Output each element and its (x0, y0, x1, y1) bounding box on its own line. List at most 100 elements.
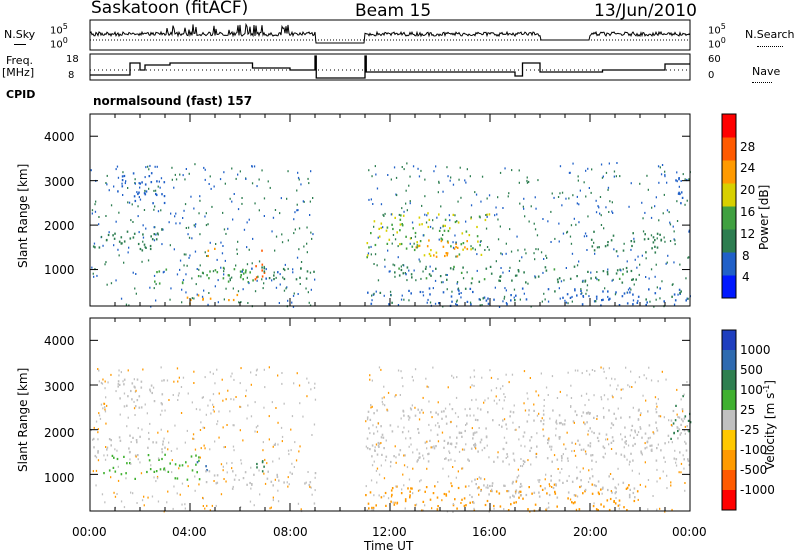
noise-cell (403, 464, 406, 467)
noise-cell (536, 234, 539, 237)
scatter-cell (674, 299, 677, 302)
noise-cell (510, 250, 513, 253)
scatter-cell (239, 270, 242, 273)
noise-cell (177, 394, 180, 397)
scatter-cell (686, 425, 688, 428)
noise-cell (199, 408, 201, 411)
scatter-cell (578, 443, 581, 446)
noise-cell (561, 459, 563, 462)
noise-cell (504, 396, 506, 398)
noise-cell (566, 231, 568, 234)
noise-cell (637, 255, 639, 258)
scatter-cell (424, 490, 426, 493)
noise-cell (461, 467, 463, 470)
noise-cell (666, 487, 668, 490)
scatter-cell (425, 486, 428, 489)
noise-cell (97, 459, 100, 462)
scatter-cell (636, 433, 639, 436)
noise-cell (585, 195, 587, 198)
noise-cell (313, 386, 316, 389)
noise-cell (294, 211, 296, 214)
scatter-cell (597, 439, 600, 443)
scatter-cell (465, 230, 468, 233)
noise-cell (130, 219, 132, 222)
noise-cell (106, 446, 109, 449)
noise-cell (289, 471, 291, 474)
scatter-cell (535, 456, 538, 459)
noise-cell (187, 226, 190, 229)
nsearch-tick-high: 105 (708, 22, 726, 37)
scatter-cell (441, 417, 443, 420)
noise-cell (280, 197, 282, 200)
noise-cell (376, 467, 379, 470)
noise-cell (257, 424, 259, 427)
noise-cell (233, 424, 235, 427)
scatter-cell (490, 272, 493, 275)
noise-cell (212, 393, 215, 396)
x-tick: 12:00 (372, 525, 407, 539)
scatter-cell (443, 229, 446, 232)
velocity-colorbar-swatch (722, 490, 736, 511)
noise-cell (403, 210, 405, 213)
scatter-cell (427, 225, 430, 229)
noise-cell (680, 462, 683, 465)
noise-cell (274, 209, 277, 211)
nave-tick-low: 0 (708, 70, 715, 81)
noise-cell (631, 469, 633, 472)
velocity-colorbar-swatch (722, 450, 736, 471)
scatter-cell (455, 442, 458, 445)
scatter-cell (472, 247, 474, 250)
power-colorbar-swatch (722, 114, 736, 138)
noise-cell (633, 283, 635, 286)
scatter-cell (215, 482, 218, 485)
noise-cell (503, 297, 505, 300)
noise-cell (242, 439, 244, 442)
scatter-cell (610, 239, 613, 242)
noise-cell (403, 484, 405, 487)
noise-cell (404, 507, 406, 510)
noise-cell (237, 173, 239, 176)
scatter-cell (546, 457, 549, 460)
scatter-cell (628, 484, 630, 487)
noise-cell (396, 194, 398, 197)
noise-cell (682, 454, 684, 457)
colorbars (721, 113, 737, 511)
noise-cell (541, 417, 543, 420)
noise-cell (195, 408, 198, 411)
noise-cell (202, 426, 204, 429)
noise-cell (577, 179, 579, 182)
scatter-cell (158, 270, 161, 273)
noise-cell (505, 373, 507, 376)
noise-cell (161, 379, 163, 382)
noise-cell (581, 372, 583, 375)
noise-cell (395, 485, 397, 488)
scatter-cell (106, 448, 108, 451)
noise-cell (450, 176, 452, 179)
noise-cell (461, 448, 464, 451)
noise-cell (306, 251, 308, 254)
scatter-cell (516, 476, 519, 479)
noise-cell (432, 270, 434, 273)
power-colorbar-tick: 28 (740, 140, 756, 154)
scatter-cell (680, 418, 683, 421)
scatter-cell (467, 458, 469, 461)
scatter-cell (622, 481, 625, 484)
scatter-cell (470, 447, 473, 450)
scatter-cell (195, 454, 197, 457)
scatter-cell (621, 281, 624, 284)
noise-cell (287, 267, 289, 270)
scatter-cell (447, 459, 450, 462)
scatter-cell (309, 481, 312, 484)
noise-cell (502, 300, 504, 303)
velocity-colorbar-tick: -100 (740, 443, 768, 457)
noise-cell (284, 269, 286, 272)
noise-cell (442, 234, 444, 236)
scatter-cell (645, 303, 647, 307)
noise-cell (93, 275, 95, 278)
noise-cell (518, 169, 520, 172)
noise-cell (640, 412, 642, 415)
x-tick: 20:00 (573, 525, 608, 539)
scatter-cell (384, 491, 387, 495)
scatter-cell (587, 411, 590, 414)
noise-cell (371, 294, 373, 297)
